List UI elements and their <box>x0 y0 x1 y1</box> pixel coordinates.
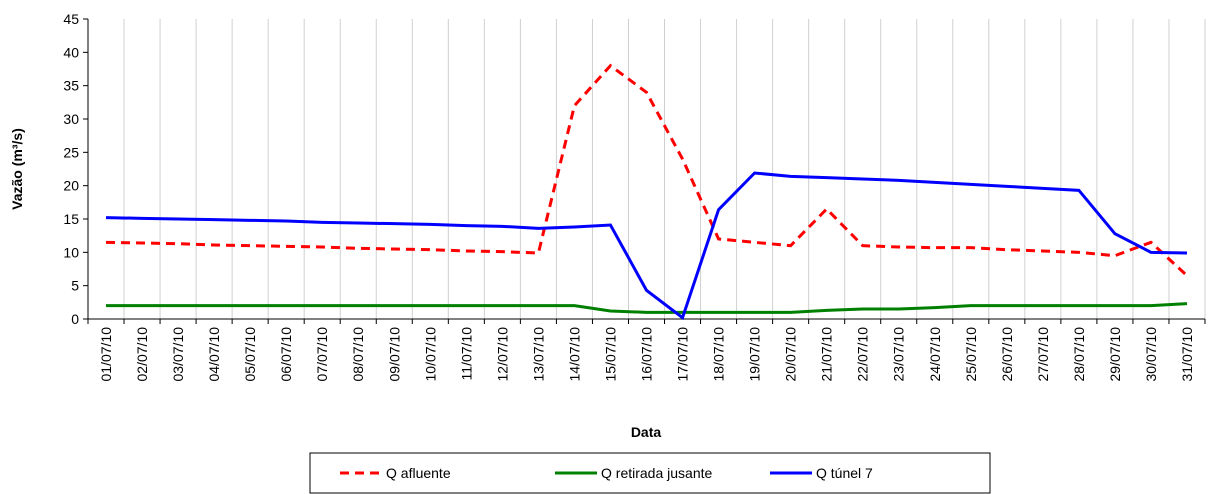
x-tick-label: 11/07/10 <box>458 327 474 381</box>
y-axis-title: Vazão (m³/s) <box>9 128 25 210</box>
x-tick-label: 16/07/10 <box>639 327 655 382</box>
x-tick-label: 17/07/10 <box>675 327 691 382</box>
y-tick-label: 30 <box>63 111 79 127</box>
series-line <box>106 302 1188 314</box>
x-tick-label: 04/07/10 <box>206 327 222 382</box>
x-tick-label: 01/07/10 <box>98 327 114 382</box>
x-tick-label: 14/07/10 <box>566 327 582 382</box>
legend-label: Q retirada jusante <box>601 465 712 481</box>
legend-label: Q afluente <box>386 465 451 481</box>
x-tick-label: 20/07/10 <box>783 327 799 382</box>
series-line <box>105 63 1188 277</box>
legend-box <box>309 452 991 494</box>
x-tick-label: 25/07/10 <box>963 327 979 382</box>
x-tick-label: 10/07/10 <box>422 327 438 382</box>
y-tick-label: 40 <box>63 44 79 60</box>
series-line <box>105 171 1188 321</box>
x-tick-label: 15/07/10 <box>602 327 618 382</box>
x-tick-label: 03/07/10 <box>170 327 186 382</box>
x-tick-label: 19/07/10 <box>747 327 763 382</box>
x-tick-label: 05/07/10 <box>242 327 258 382</box>
legend-label: Q túnel 7 <box>816 465 873 481</box>
x-tick-label: 22/07/10 <box>855 327 871 382</box>
y-tick-label: 10 <box>63 244 79 260</box>
y-tick-label: 15 <box>63 211 79 227</box>
x-tick-label: 12/07/10 <box>494 327 510 382</box>
y-tick-label: 20 <box>63 178 79 194</box>
x-tick-label: 26/07/10 <box>999 327 1015 382</box>
y-tick-label: 45 <box>63 11 79 27</box>
x-tick-label: 27/07/10 <box>1035 327 1051 382</box>
x-tick-label: 08/07/10 <box>350 327 366 382</box>
y-tick-label: 35 <box>63 78 79 94</box>
x-tick-label: 31/07/10 <box>1179 327 1195 382</box>
x-tick-label: 23/07/10 <box>891 327 907 382</box>
x-tick-label: 06/07/10 <box>278 327 294 382</box>
y-tick-label: 0 <box>71 311 79 327</box>
x-tick-label: 07/07/10 <box>314 327 330 382</box>
x-tick-label: 30/07/10 <box>1143 327 1159 382</box>
x-tick-label: 09/07/10 <box>386 327 402 382</box>
x-tick-label: 28/07/10 <box>1071 327 1087 382</box>
x-tick-label: 02/07/10 <box>134 327 150 382</box>
x-tick-label: 13/07/10 <box>530 327 546 382</box>
x-tick-label: 21/07/10 <box>819 327 835 382</box>
y-tick-label: 25 <box>63 144 79 160</box>
x-tick-label: 29/07/10 <box>1107 327 1123 382</box>
y-tick-label: 5 <box>71 278 79 294</box>
x-tick-label: 24/07/10 <box>927 327 943 382</box>
x-axis-title: Data <box>631 424 662 440</box>
x-tick-label: 18/07/10 <box>711 327 727 382</box>
